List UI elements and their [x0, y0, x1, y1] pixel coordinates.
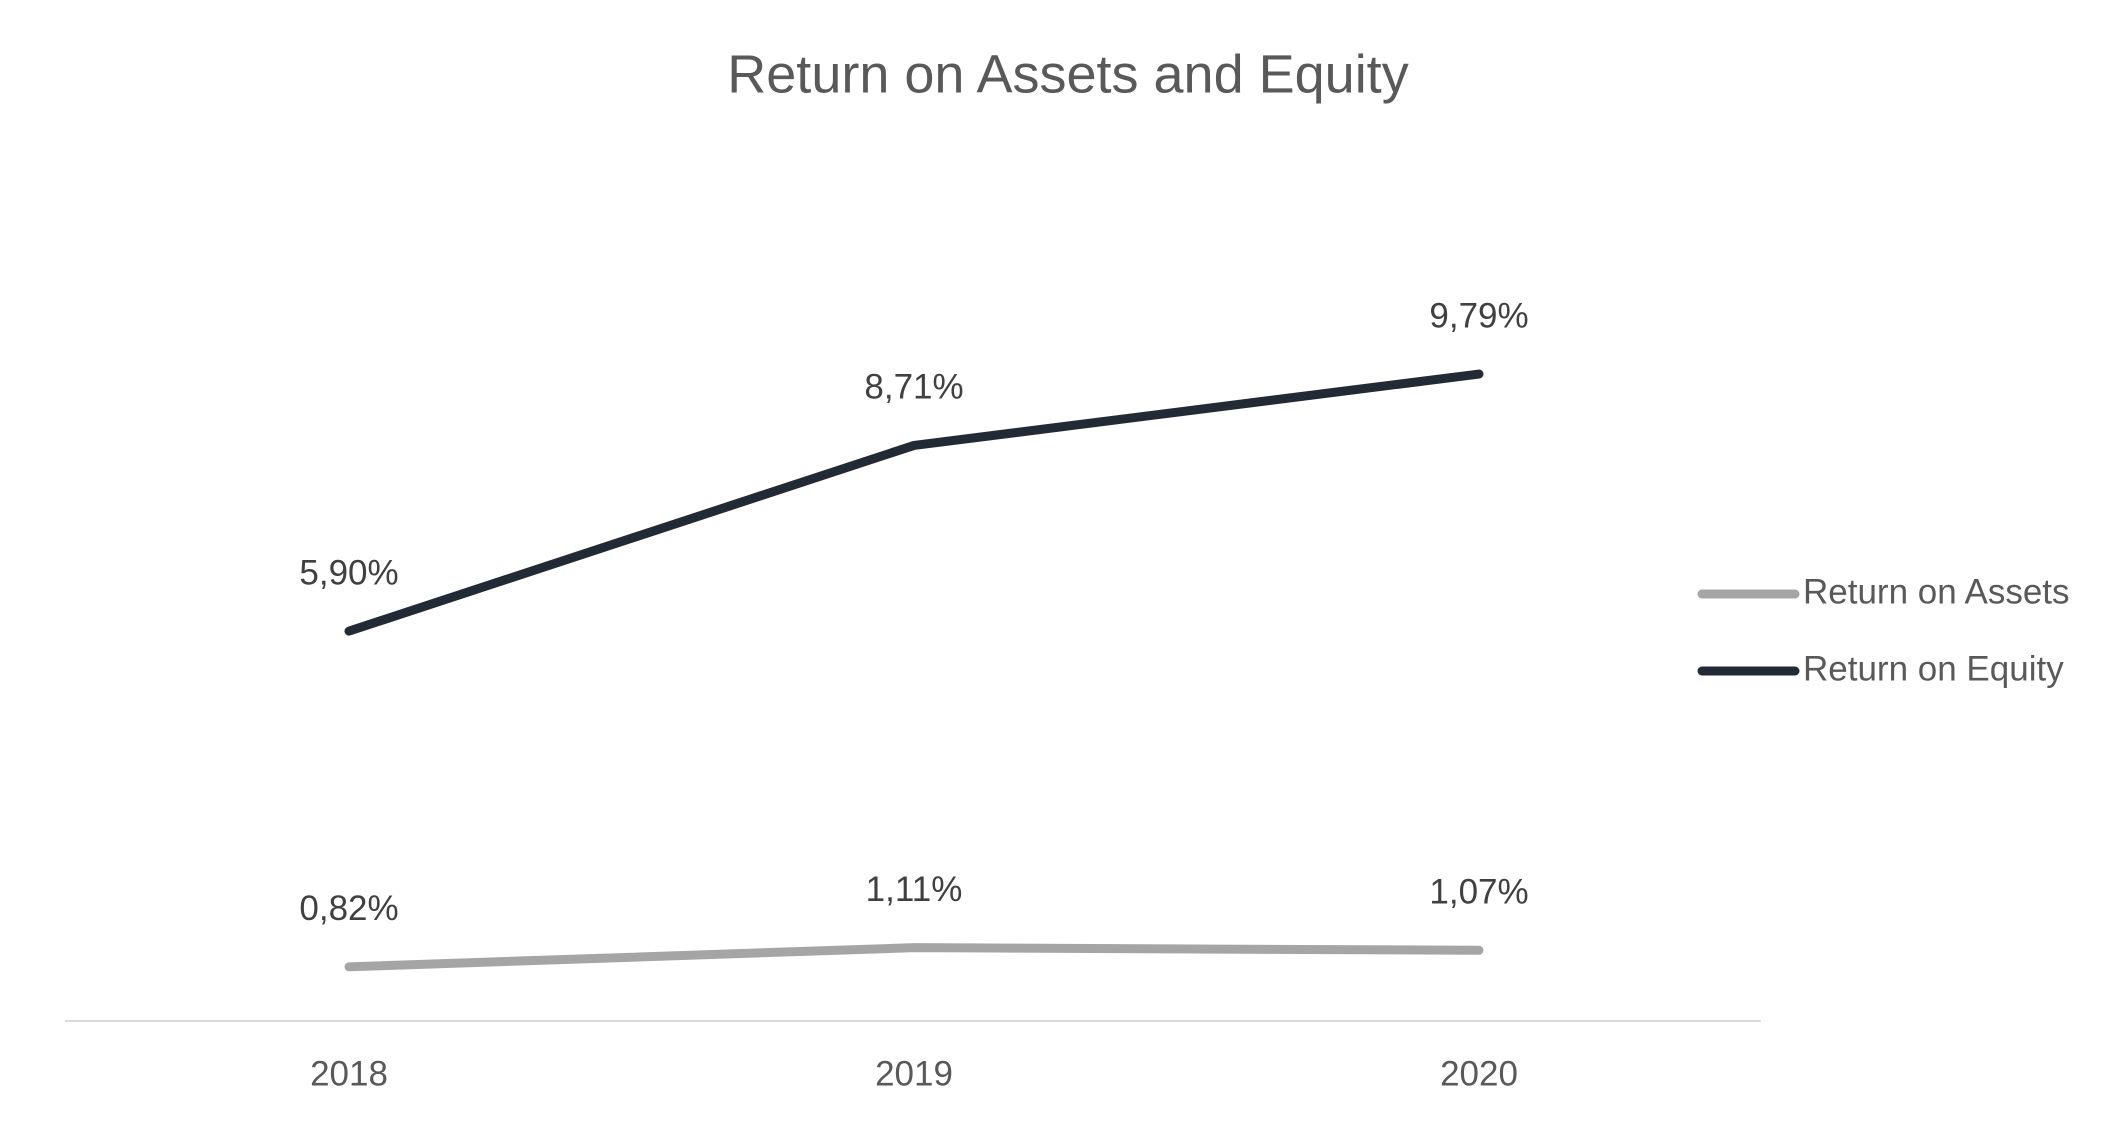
series-line	[344, 369, 1484, 636]
data-label: 0,82%	[299, 889, 398, 928]
x-tick-label: 2018	[310, 1054, 388, 1093]
series-line	[344, 943, 1484, 972]
data-label: 5,90%	[299, 553, 398, 592]
x-tick-label: 2020	[1440, 1054, 1518, 1093]
legend-label: Return on Equity	[1803, 649, 2064, 688]
chart-title: Return on Assets and Equity	[727, 44, 1408, 104]
x-tick-label: 2019	[875, 1054, 953, 1093]
legend-label: Return on Assets	[1803, 572, 2070, 611]
data-label: 9,79%	[1429, 296, 1528, 335]
data-label: 1,11%	[866, 870, 963, 909]
data-label: 1,07%	[1429, 873, 1528, 912]
data-label: 8,71%	[864, 368, 963, 407]
